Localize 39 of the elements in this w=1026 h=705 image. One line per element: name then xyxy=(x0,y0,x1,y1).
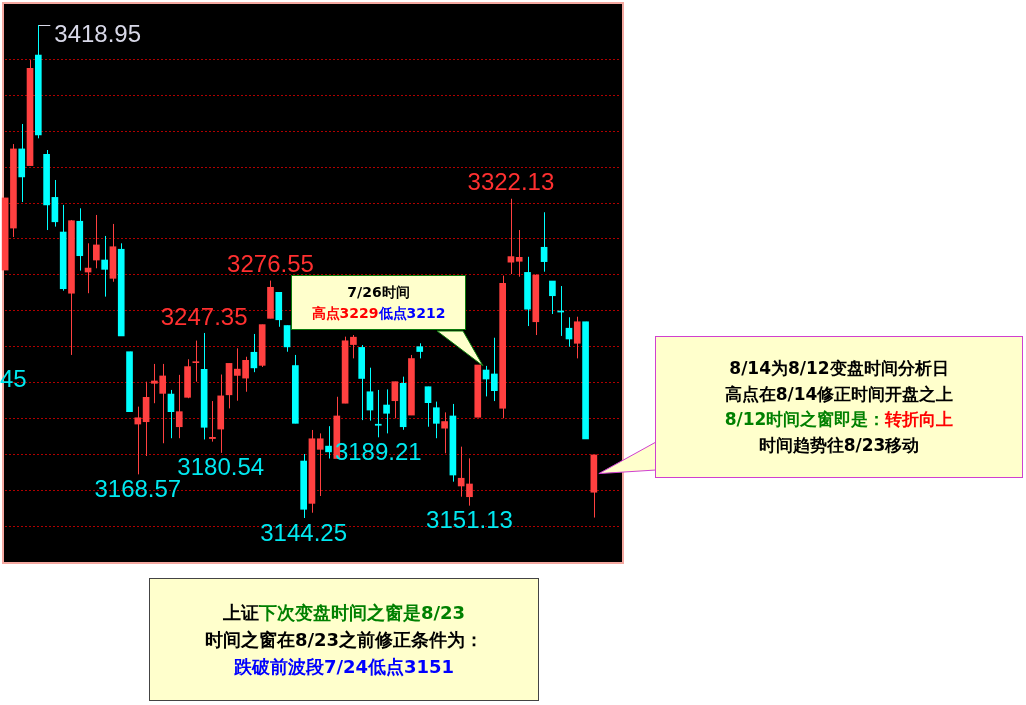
candlestick xyxy=(383,388,390,434)
candlestick xyxy=(441,411,448,454)
candlestick xyxy=(316,432,324,497)
candlestick xyxy=(515,229,523,278)
candlestick xyxy=(93,214,100,269)
candlestick xyxy=(192,340,200,383)
annotation: 7/26时间 xyxy=(347,283,410,300)
text: 下次变盘时间之窗是8/23 xyxy=(258,602,466,623)
candlestick xyxy=(209,400,216,443)
text: 转折向上 xyxy=(885,409,954,429)
annotation: 3247.35 xyxy=(160,302,248,330)
text: 高点在8/14修正时间开盘之上 xyxy=(724,383,954,404)
candlestick xyxy=(325,425,332,460)
candlestick xyxy=(549,280,556,315)
text: 上证 xyxy=(222,602,259,623)
candlestick xyxy=(491,337,498,402)
annotation: 3276.55 xyxy=(227,250,314,278)
candlestick xyxy=(573,316,581,359)
candlestick xyxy=(134,406,142,475)
candlestick xyxy=(350,334,357,359)
text: 跌破前波段7/24低点3151 xyxy=(233,656,455,677)
annotation: 低点3212 xyxy=(378,304,446,321)
text: 时间趋势往8/23移动 xyxy=(758,434,920,455)
candlestick xyxy=(424,386,432,428)
text: 时间之窗在8/23之前修正条件为： xyxy=(204,629,484,650)
annotation: 3151.13 xyxy=(426,506,513,534)
candlestick xyxy=(432,401,440,439)
annotation: 高点3229 xyxy=(311,304,379,321)
candlestick xyxy=(283,325,291,353)
candlestick xyxy=(391,381,399,419)
annotation: 3418.95 xyxy=(54,19,142,47)
candlestick xyxy=(175,374,183,439)
candlestick xyxy=(374,389,382,438)
text: 8/14为8/12变盘时间分析日 xyxy=(729,358,949,378)
annotation: 3322.13 xyxy=(467,168,555,196)
candlestick xyxy=(366,367,374,422)
annotation: 3144.25 xyxy=(260,518,348,546)
candlestick xyxy=(540,211,548,273)
candlestick xyxy=(101,235,108,298)
